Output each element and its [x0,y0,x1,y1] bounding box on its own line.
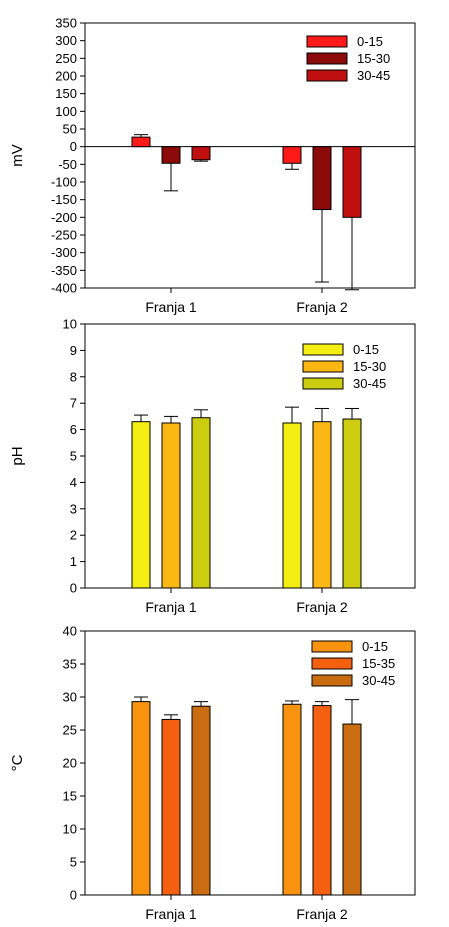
legend-swatch [302,343,344,356]
legend-label: 0-15 [362,639,388,654]
bar [131,136,151,148]
y-tick-label: 200 [55,69,77,84]
y-tick-label: -100 [51,175,77,190]
y-tick-label: 8 [70,369,77,384]
bar [131,421,151,589]
y-tick-label: 0 [70,581,77,596]
bar [191,146,211,161]
bar [282,422,302,589]
chart-panel-3: 0 5 10 15 20 25 30 35 40 °C Franja 1 Franja 2 0-15 15… [9,624,416,922]
y-tick-label: 20 [63,756,77,771]
y-tick-label: 10 [63,822,77,837]
y-tick-label: -300 [51,245,77,260]
y-axis-label: pH [9,446,26,465]
legend-swatch [306,69,348,82]
legend-swatch [306,35,348,48]
bar [312,421,332,589]
y-tick-label: 7 [70,396,77,411]
y-tick-label: 5 [70,855,77,870]
bar [342,723,362,896]
y-tick-label: -50 [58,157,77,172]
x-tick-label: Franja 1 [145,906,197,922]
bar [312,146,332,211]
bar [161,422,181,589]
y-tick-label: 150 [55,86,77,101]
y-tick-label: -250 [51,228,77,243]
y-tick-label: 350 [55,16,77,31]
x-tick-label: Franja 2 [296,906,348,922]
y-tick-label: 1 [70,554,77,569]
y-tick-label: -150 [51,192,77,207]
bar [161,718,181,896]
y-tick-label: 3 [70,501,77,516]
legend-swatch [311,657,353,670]
bar [282,703,302,896]
x-tick-label: Franja 2 [296,599,348,615]
legend-swatch [311,674,353,687]
chart-panel-2: 0 1 2 3 4 5 6 7 8 9 10 pH Franja 1 Franja 2 0-15 15-30 3… [9,317,416,615]
bar [161,146,181,164]
bar [191,417,211,589]
y-tick-label: 35 [63,657,77,672]
legend-swatch [302,377,344,390]
y-tick-label: 5 [70,449,77,464]
legend-label: 0-15 [357,34,383,49]
x-tick-label: Franja 2 [296,299,348,315]
y-tick-label: 100 [55,104,77,119]
y-axis-label: °C [9,754,26,771]
bar [282,146,302,164]
y-tick-label: 40 [63,624,77,639]
bar [342,146,362,218]
plot-frame [84,22,416,289]
legend-swatch [311,640,353,653]
y-axis-label: mV [9,144,26,167]
y-tick-label: 50 [63,122,77,137]
y-tick-label: 4 [70,475,77,490]
x-tick-label: Franja 1 [145,299,197,315]
y-tick-label: 2 [70,528,77,543]
legend-label: 30-45 [362,673,395,688]
y-tick-label: 6 [70,422,77,437]
bar [312,705,332,896]
y-tick-label: -200 [51,210,77,225]
y-tick-label: 30 [63,690,77,705]
legend-label: 0-15 [353,342,379,357]
y-tick-label: 0 [70,888,77,903]
legend-swatch [306,52,348,65]
y-tick-label: 15 [63,789,77,804]
legend-label: 15-35 [362,656,395,671]
y-tick-label: 300 [55,33,77,48]
bar [342,418,362,589]
y-tick-label: 250 [55,51,77,66]
legend-label: 15-30 [357,51,390,66]
y-tick-label: 25 [63,723,77,738]
chart-panel-1: -400 -350 -300 -250 -200 -150 -100 -50 0 50 100 150… [9,16,416,315]
y-tick-label: 10 [63,317,77,332]
legend-label: 30-45 [357,68,390,83]
y-tick-label: 0 [70,139,77,154]
y-tick-label: -400 [51,281,77,296]
legend-label: 30-45 [353,376,386,391]
x-tick-label: Franja 1 [145,599,197,615]
legend-swatch [302,360,344,373]
bar [191,705,211,896]
bar [131,701,151,896]
y-tick-label: -350 [51,263,77,278]
y-tick-label: 9 [70,343,77,358]
legend-label: 15-30 [353,359,386,374]
